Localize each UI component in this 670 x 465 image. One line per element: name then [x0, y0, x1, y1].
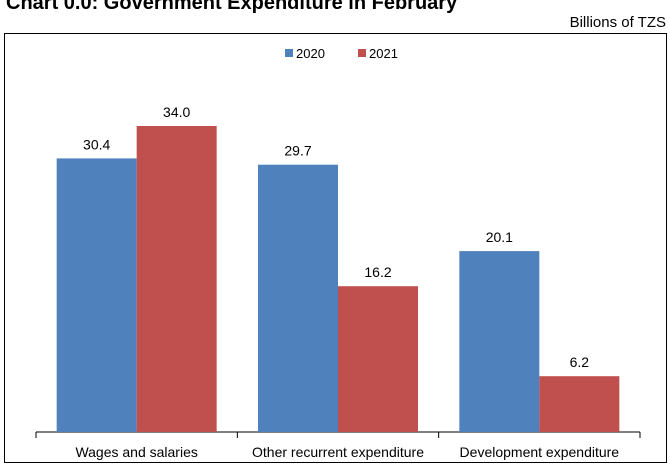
data-label: 34.0 [163, 104, 190, 120]
bar-2021 [338, 286, 418, 432]
chart-title: Chart 0.0: Government Expenditure in Feb… [6, 0, 458, 14]
data-label: 30.4 [83, 136, 110, 152]
legend-label: 2021 [369, 46, 398, 61]
x-tick-label: Other recurrent expenditure [252, 444, 424, 460]
x-tick-label: Wages and salaries [75, 444, 197, 460]
legend-swatch [285, 49, 293, 57]
bar-2021 [136, 126, 217, 432]
data-label: 6.2 [570, 354, 590, 370]
bar-2021 [539, 376, 620, 432]
legend-swatch [358, 49, 366, 57]
bar-2020 [258, 164, 338, 432]
data-label: 29.7 [284, 143, 311, 159]
data-label: 16.2 [364, 264, 391, 280]
x-tick-label: Development expenditure [460, 444, 620, 460]
bar-2020 [56, 158, 137, 432]
unit-label: Billions of TZS [569, 14, 666, 31]
bar-2020 [459, 251, 540, 432]
legend-label: 2020 [296, 46, 325, 61]
chart-frame [4, 33, 667, 463]
data-label: 20.1 [486, 229, 513, 245]
